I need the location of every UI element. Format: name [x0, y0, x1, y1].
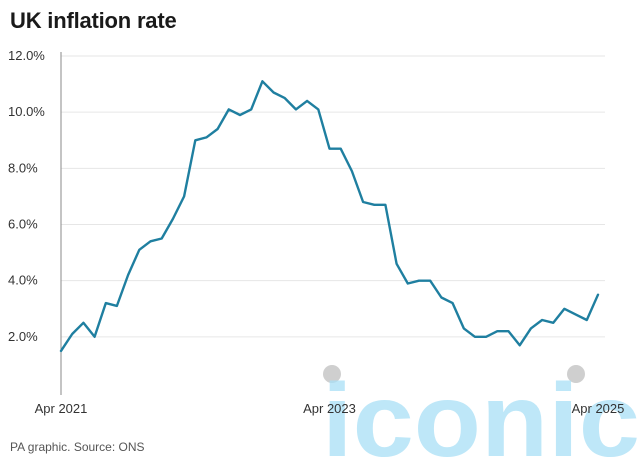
source-note: PA graphic. Source: ONS — [10, 440, 145, 454]
y-tick-label: 6.0% — [8, 217, 38, 232]
watermark-dot — [567, 365, 585, 383]
y-tick-label: 10.0% — [8, 104, 45, 119]
x-tick-label: Apr 2023 — [303, 401, 356, 416]
axes: Apr 2021 Apr 2023 Apr 2025 — [35, 52, 625, 416]
y-tick-label: 2.0% — [8, 329, 38, 344]
series-layer — [59, 80, 600, 353]
x-tick-label: Apr 2021 — [35, 401, 88, 416]
y-tick-label: 4.0% — [8, 273, 38, 288]
chart-title: UK inflation rate — [10, 8, 177, 33]
watermark-text: iconic — [322, 363, 640, 463]
grid: 2.0% 4.0% 6.0% 8.0% 10.0% 12.0% — [8, 48, 605, 344]
y-tick-label: 12.0% — [8, 48, 45, 63]
watermark-logo: iconic — [322, 363, 640, 463]
watermark-dot — [323, 365, 341, 383]
y-tick-label: 8.0% — [8, 160, 38, 175]
series-line — [59, 80, 600, 353]
x-tick-label: Apr 2025 — [572, 401, 625, 416]
